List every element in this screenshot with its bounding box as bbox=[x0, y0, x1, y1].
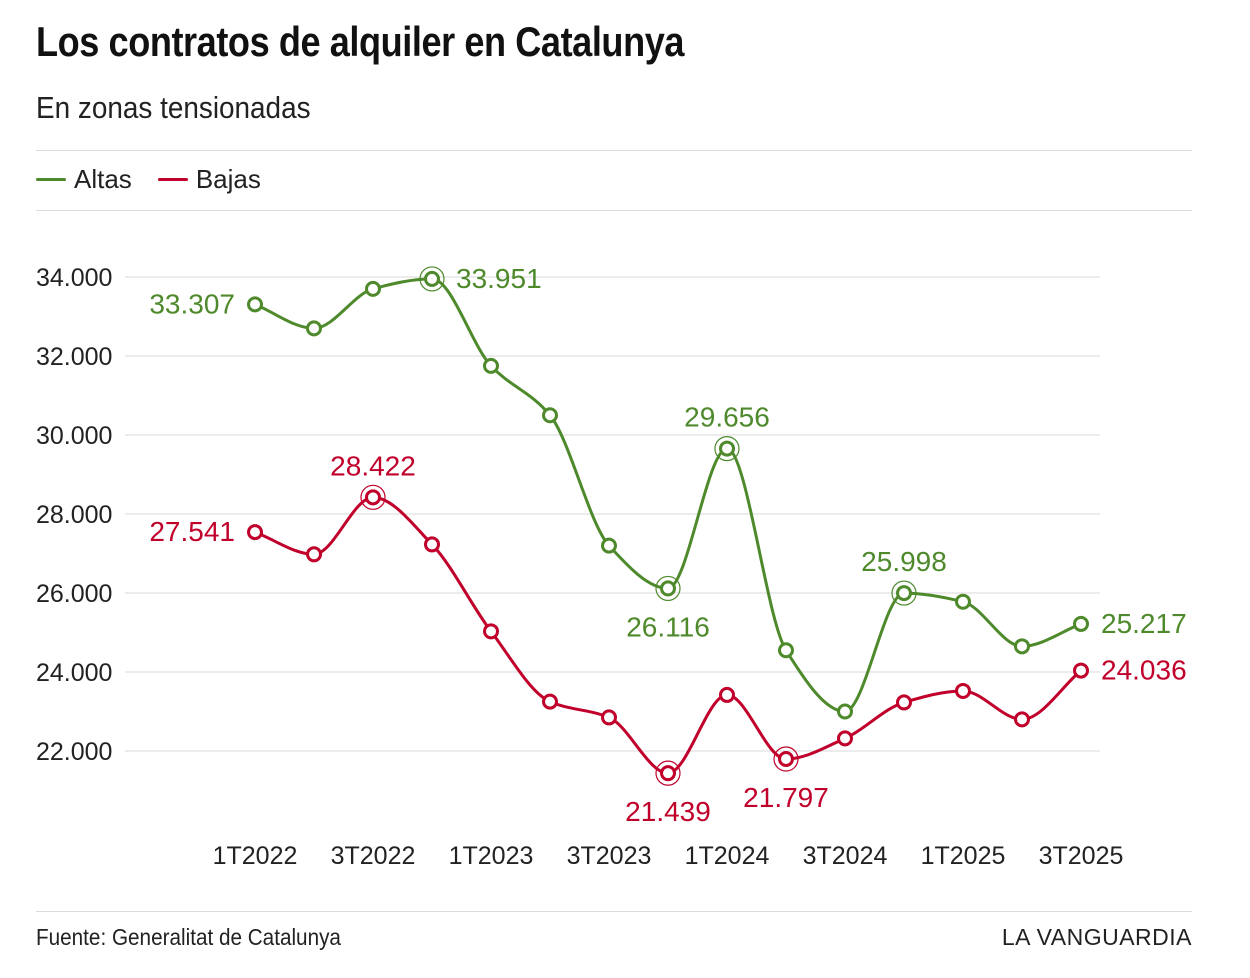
y-tick-label: 24.000 bbox=[36, 659, 112, 687]
legend-divider bbox=[36, 210, 1192, 211]
legend-swatch-bajas bbox=[157, 178, 188, 181]
data-label-altas: 29.656 bbox=[684, 402, 770, 433]
data-label-bajas: 27.541 bbox=[149, 516, 235, 547]
y-tick-label: 32.000 bbox=[36, 343, 112, 371]
data-point-altas bbox=[896, 585, 912, 602]
x-tick-label: 1T2024 bbox=[685, 842, 770, 870]
legend-item-altas: Altas bbox=[36, 164, 132, 195]
data-point-altas bbox=[601, 537, 617, 554]
data-point-altas bbox=[247, 296, 263, 313]
x-tick-label: 1T2022 bbox=[213, 842, 298, 870]
highlight-ring-altas bbox=[891, 580, 917, 606]
data-point-bajas bbox=[365, 489, 381, 506]
legend-label-bajas: Bajas bbox=[195, 164, 261, 194]
data-point-bajas bbox=[955, 682, 971, 699]
footer-brand-logo: LA VANGUARDIA bbox=[1001, 924, 1192, 950]
data-label-altas: 25.998 bbox=[861, 546, 947, 577]
line-chart: 22.000 24.000 26.000 28.000 30.000 32.000 34.0… bbox=[36, 263, 1187, 870]
data-point-altas bbox=[719, 440, 735, 457]
data-point-altas bbox=[542, 407, 558, 424]
data-label-altas: 33.307 bbox=[149, 288, 235, 319]
footer-source: Fuente: Generalitat de Catalunya bbox=[36, 924, 341, 950]
data-point-altas bbox=[955, 593, 971, 610]
data-point-bajas bbox=[601, 709, 617, 726]
data-point-altas bbox=[660, 580, 676, 597]
x-tick-label: 3T2022 bbox=[331, 842, 416, 870]
data-label-bajas: 21.797 bbox=[743, 782, 829, 813]
legend: Altas Bajas bbox=[36, 164, 287, 195]
legend-label-altas: Altas bbox=[74, 164, 132, 194]
x-tick-label: 3T2024 bbox=[803, 842, 888, 870]
data-point-altas bbox=[1014, 638, 1030, 655]
header-divider bbox=[36, 150, 1192, 151]
y-tick-label: 22.000 bbox=[36, 738, 112, 766]
data-point-bajas bbox=[1073, 662, 1089, 679]
data-label-altas: 33.951 bbox=[456, 263, 542, 294]
data-point-bajas bbox=[896, 694, 912, 711]
data-point-altas bbox=[483, 357, 499, 374]
data-point-bajas bbox=[247, 524, 263, 541]
highlight-ring-altas bbox=[714, 435, 740, 462]
data-point-altas bbox=[306, 320, 322, 337]
data-point-bajas bbox=[778, 751, 794, 768]
data-label-bajas: 21.439 bbox=[625, 796, 711, 827]
data-point-bajas bbox=[1014, 711, 1030, 728]
legend-swatch-altas bbox=[36, 178, 66, 181]
data-label-altas: 26.116 bbox=[626, 611, 710, 642]
data-label-bajas: 28.422 bbox=[330, 450, 416, 481]
data-point-bajas bbox=[542, 693, 558, 710]
highlight-ring-altas bbox=[655, 575, 681, 602]
data-point-bajas bbox=[483, 623, 499, 640]
highlight-ring-altas bbox=[419, 266, 445, 292]
y-tick-label: 30.000 bbox=[36, 422, 112, 450]
chart-title: Los contratos de alquiler en Catalunya bbox=[36, 18, 685, 65]
data-point-altas bbox=[424, 270, 440, 287]
data-label-altas: 25.217 bbox=[1101, 608, 1187, 639]
data-point-altas bbox=[1073, 615, 1089, 632]
data-point-altas bbox=[778, 642, 794, 659]
legend-item-bajas: Bajas bbox=[157, 164, 261, 195]
data-point-bajas bbox=[306, 546, 322, 563]
highlight-ring-bajas bbox=[655, 760, 681, 786]
data-point-altas bbox=[365, 280, 381, 297]
y-tick-label: 34.000 bbox=[36, 264, 112, 292]
data-point-bajas bbox=[660, 765, 676, 782]
data-point-bajas bbox=[719, 686, 735, 703]
data-point-bajas bbox=[424, 536, 440, 553]
data-point-bajas bbox=[837, 730, 853, 747]
x-tick-label: 3T2025 bbox=[1039, 842, 1124, 870]
x-tick-label: 1T2023 bbox=[449, 842, 534, 870]
data-point-altas bbox=[837, 703, 853, 720]
highlight-ring-bajas bbox=[773, 746, 799, 772]
chart-subtitle: En zonas tensionadas bbox=[36, 90, 311, 125]
footer-divider bbox=[36, 911, 1192, 912]
x-tick-label: 3T2023 bbox=[567, 842, 652, 870]
y-tick-label: 26.000 bbox=[36, 580, 112, 608]
highlight-ring-bajas bbox=[360, 484, 386, 510]
y-tick-label: 28.000 bbox=[36, 501, 112, 529]
data-label-bajas: 24.036 bbox=[1101, 655, 1187, 686]
x-tick-label: 1T2025 bbox=[921, 842, 1006, 870]
